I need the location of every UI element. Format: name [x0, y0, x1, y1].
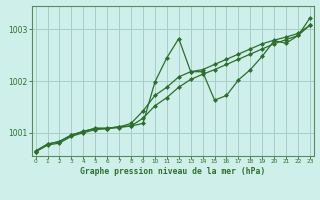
X-axis label: Graphe pression niveau de la mer (hPa): Graphe pression niveau de la mer (hPa)	[80, 167, 265, 176]
